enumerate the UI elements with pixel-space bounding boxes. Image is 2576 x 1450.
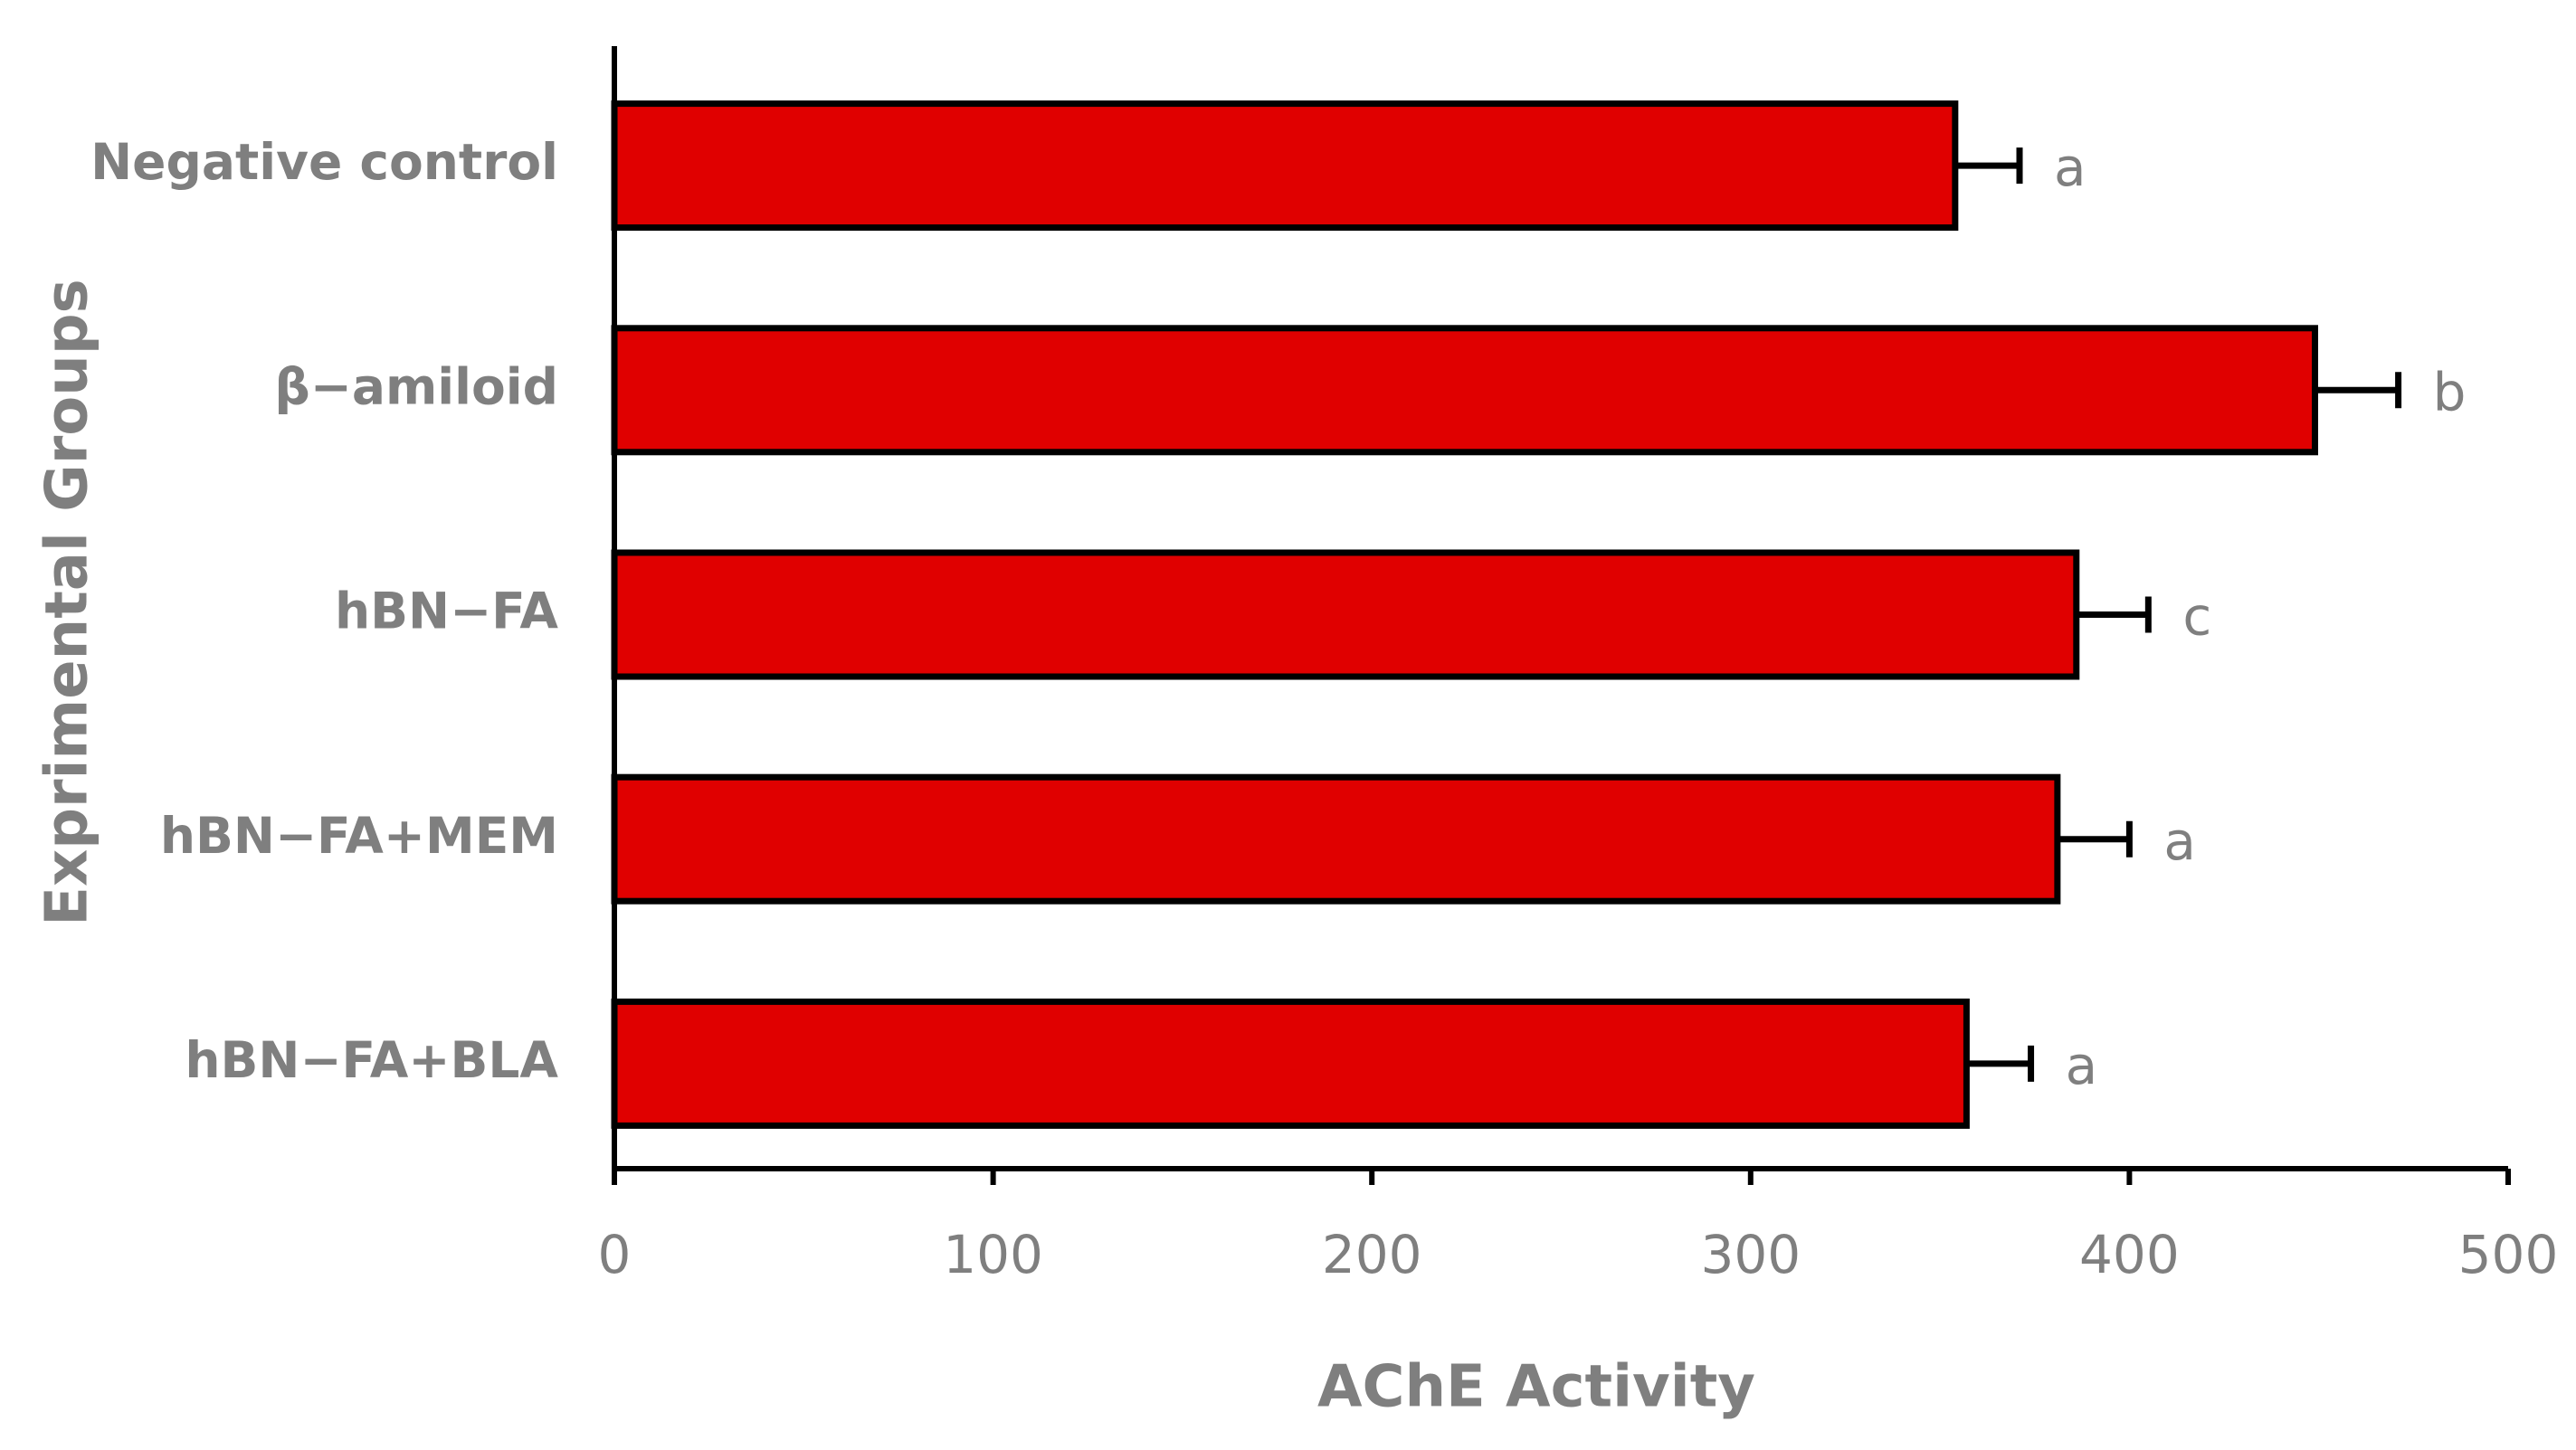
category-label: Negative control bbox=[90, 133, 558, 191]
bar bbox=[611, 549, 2080, 680]
category-label: β−amiloid bbox=[274, 357, 558, 415]
bar bbox=[611, 998, 1970, 1129]
significance-letter: a bbox=[2054, 137, 2086, 198]
bar bbox=[611, 325, 2319, 456]
category-label: hBN−FA+MEM bbox=[160, 807, 558, 865]
bar bbox=[611, 773, 2061, 905]
significance-letter: c bbox=[2182, 586, 2211, 648]
y-axis-title: Exprimental Groups bbox=[34, 279, 101, 926]
significance-letter: a bbox=[2163, 810, 2196, 872]
x-axis-title: AChE Activity bbox=[1317, 1354, 1755, 1421]
significance-letter: b bbox=[2433, 361, 2467, 422]
x-tick-label: 0 bbox=[598, 1224, 632, 1285]
significance-letter: a bbox=[2066, 1035, 2098, 1096]
x-tick-label: 400 bbox=[2079, 1224, 2180, 1285]
x-tick-label: 100 bbox=[943, 1224, 1043, 1285]
x-tick-label: 500 bbox=[2458, 1224, 2559, 1285]
bar bbox=[611, 100, 1959, 232]
x-tick-label: 200 bbox=[1322, 1224, 1422, 1285]
category-label: hBN−FA bbox=[335, 583, 558, 640]
category-label: hBN−FA+BLA bbox=[185, 1031, 558, 1089]
x-tick-label: 300 bbox=[1700, 1224, 1801, 1285]
